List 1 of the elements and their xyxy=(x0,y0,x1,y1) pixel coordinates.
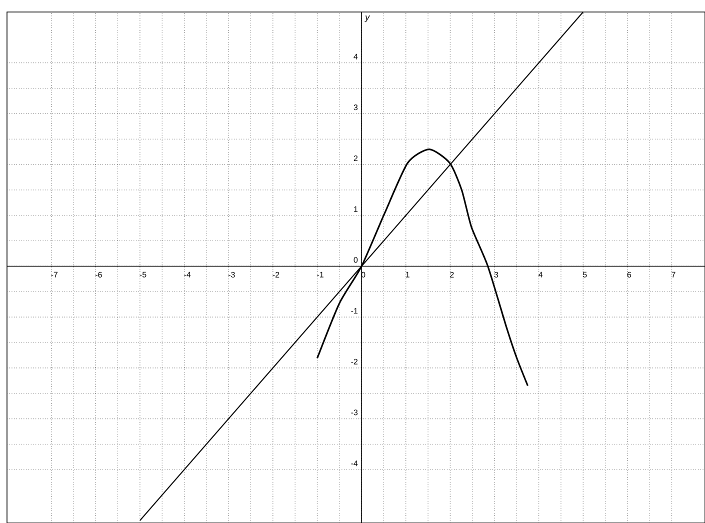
y-axis-title: y xyxy=(364,16,370,22)
